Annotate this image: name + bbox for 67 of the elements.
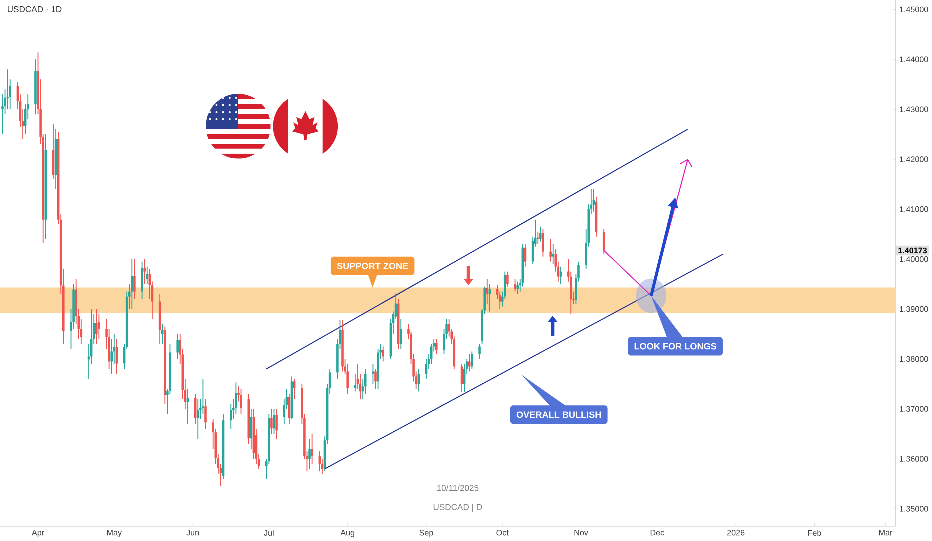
candlestick (270, 408, 273, 435)
candlestick (311, 434, 314, 465)
candlestick (6, 69, 9, 110)
y-tick-label: 1.42000 (900, 156, 928, 162)
candlestick (144, 259, 146, 285)
candlestick (478, 344, 481, 360)
candlestick (240, 388, 242, 415)
candlestick (468, 354, 471, 372)
y-tick-label: 1.43000 (900, 106, 928, 113)
y-tick-label: 1.40000 (900, 256, 928, 262)
x-tick-label: Dec (650, 530, 664, 536)
candlestick (400, 318, 402, 350)
y-tick-label: 1.37000 (900, 406, 928, 412)
candlestick (550, 239, 552, 262)
x-tick-label: Jun (186, 530, 200, 536)
annotation: 10/11/2025 (437, 485, 479, 492)
candlestick (196, 398, 200, 440)
text: 1.40173 (898, 248, 928, 254)
annotation: OVERALL BULLISH (516, 412, 602, 418)
y-tick-label: 1.41000 (900, 206, 928, 212)
candlestick (98, 314, 100, 340)
band-label: SUPPORT ZONE (337, 263, 408, 270)
candlestick (235, 382, 238, 415)
annotation: LOOK FOR LONGS (634, 343, 717, 350)
candlestick (141, 262, 144, 300)
candlestick (471, 351, 474, 370)
y-tick-label: 1.45000 (900, 6, 928, 13)
candlestick (204, 398, 207, 430)
candlestick (176, 334, 179, 360)
y-tick-label: 1.44000 (900, 56, 928, 63)
candlestick (516, 282, 519, 295)
x-tick-label: Nov (574, 530, 588, 536)
x-tick-label: Oct (496, 530, 509, 536)
y-tick-label: 1.35000 (900, 506, 928, 512)
candlestick (372, 364, 374, 385)
candlestick (134, 259, 136, 300)
annotation: USDCAD | D (434, 504, 482, 512)
text: USDCAD · 1D (8, 6, 62, 13)
candlestick (374, 368, 377, 390)
x-tick-label: Aug (340, 530, 354, 538)
candlestick (540, 226, 542, 242)
x-tick-label: Sep (420, 530, 434, 538)
candlestick (552, 244, 555, 265)
x-tick-label: 2026 (728, 530, 745, 536)
candlestick (273, 408, 276, 435)
x-tick-label: Jul (264, 530, 274, 536)
y-tick-label: 1.38000 (900, 356, 928, 362)
x-tick-label: May (107, 530, 122, 538)
x-tick-label: Mar (879, 530, 893, 536)
candlestick (514, 279, 516, 292)
candlestick (506, 272, 509, 288)
candlestick (131, 259, 134, 310)
y-tick-label: 1.36000 (900, 456, 928, 462)
x-tick-label: Apr (32, 530, 44, 538)
candlestick (537, 232, 540, 245)
candlestick (418, 368, 420, 392)
candlestick (602, 229, 606, 255)
x-tick-label: Feb (808, 530, 822, 536)
candlestick (382, 346, 385, 362)
y-tick-label: 1.39000 (900, 306, 928, 312)
candlestick (146, 266, 149, 285)
candlestick (542, 229, 544, 258)
candlestick (436, 338, 438, 355)
candlestick (95, 308, 98, 345)
candlestick (308, 438, 311, 470)
candlestick (276, 408, 278, 440)
candlestick (202, 378, 204, 415)
